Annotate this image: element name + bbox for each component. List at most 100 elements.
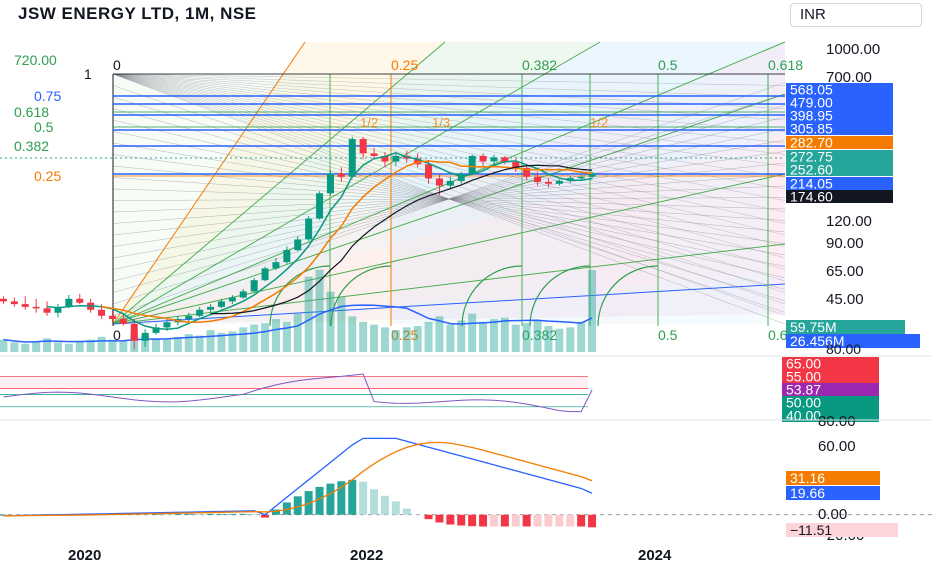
candle-body	[109, 316, 116, 319]
macd-histogram-bar	[468, 515, 476, 526]
candle-body	[163, 322, 170, 327]
volume-bar	[326, 292, 334, 352]
macd-badge-label: −11.51	[790, 522, 832, 538]
macd-histogram-bar	[359, 482, 367, 515]
candle-body	[251, 280, 258, 291]
candle-body	[272, 262, 279, 268]
fib-level-label: 1	[84, 66, 92, 82]
macd-axis-label: 80.00	[818, 413, 856, 430]
currency-label: INR	[800, 6, 826, 23]
macd-histogram-bar	[577, 515, 585, 527]
macd-axis-label: 0.00	[818, 506, 847, 523]
volume-bar	[174, 337, 182, 352]
candle-body	[556, 181, 563, 184]
price-axis-label: 90.00	[826, 235, 864, 252]
candle-body	[371, 153, 378, 156]
volume-bar	[414, 326, 422, 352]
candle-body	[196, 310, 203, 316]
volume-bar	[403, 327, 411, 352]
volume-bar	[337, 297, 345, 352]
volume-bar	[21, 344, 29, 352]
volume-bar	[119, 341, 127, 352]
price-axis-label: 1000.00	[826, 41, 880, 58]
fib-time-label-top: 0.5	[658, 57, 678, 73]
macd-histogram-bar	[250, 514, 258, 515]
fan-label: 1/3	[432, 115, 450, 130]
volume-bar	[54, 342, 62, 352]
rsi-band	[0, 376, 588, 388]
volume-bar	[261, 323, 269, 352]
candle-body	[469, 156, 476, 174]
candle-body	[480, 156, 487, 161]
volume-bar	[250, 325, 258, 352]
fib-time-label-top: 0.618	[768, 57, 803, 73]
volume-bar	[163, 340, 171, 352]
macd-histogram-bar	[501, 515, 509, 527]
macd-badge-label: 31.16	[790, 470, 825, 486]
macd-histogram-bar	[566, 515, 574, 527]
fib-time-label-top: 0.25	[391, 57, 418, 73]
fib-level-label: 0.75	[34, 88, 61, 104]
macd-histogram-bar	[555, 515, 563, 527]
volume-bar	[534, 320, 542, 352]
macd-histogram-bar	[228, 514, 236, 515]
macd-histogram-bar	[239, 514, 247, 515]
candle-body	[131, 324, 138, 341]
candle-body	[392, 156, 399, 161]
macd-histogram-bar	[544, 515, 552, 527]
volume-bar	[348, 316, 356, 352]
candle-body	[327, 174, 334, 194]
macd-histogram-bar	[479, 515, 487, 527]
volume-bar	[0, 340, 7, 352]
macd-histogram-bar	[403, 509, 411, 515]
fib-time-label-top: 0.382	[522, 57, 557, 73]
rsi-axis-label: 80.00	[826, 341, 861, 357]
macd-histogram-bar	[446, 515, 454, 525]
candle-body	[447, 181, 454, 186]
fib-level-label: 0.382	[14, 138, 49, 154]
macd-histogram-bar	[534, 515, 542, 527]
fan-label: 1/2	[590, 115, 608, 130]
macd-histogram-bar	[523, 515, 531, 527]
volume-bar	[65, 344, 73, 352]
fib-level-label: 720.00	[14, 52, 57, 68]
volume-bar	[425, 322, 433, 352]
candle-body	[294, 239, 301, 250]
macd-histogram-bar	[370, 489, 378, 514]
volume-bar	[501, 318, 509, 352]
candle-body	[229, 298, 236, 302]
fib-level-label: 0.25	[34, 168, 61, 184]
volume-bar	[283, 322, 291, 352]
candle-body	[425, 164, 432, 178]
candle-body	[11, 301, 18, 304]
fib-level-label: 0.618	[14, 104, 49, 120]
volume-bar	[272, 319, 280, 352]
macd-histogram-bar	[392, 501, 400, 514]
macd-histogram-bar	[217, 514, 225, 515]
volume-bar	[359, 322, 367, 352]
price-axis-label: 65.00	[826, 263, 864, 280]
candle-body	[207, 307, 214, 310]
volume-bar	[555, 329, 563, 352]
macd-histogram-bar	[381, 496, 389, 515]
volume-bar	[98, 337, 106, 352]
macd-histogram-bar	[185, 514, 193, 515]
rsi-badge-label: 40.00	[786, 408, 821, 424]
macd-histogram-bar	[337, 481, 345, 515]
fan-label: 1/2	[360, 115, 378, 130]
volume-bar	[392, 330, 400, 352]
macd-axis-label: 60.00	[818, 438, 856, 455]
price-badge-label: 174.60	[790, 189, 833, 205]
volume-bar	[523, 323, 531, 352]
candle-body	[316, 193, 323, 218]
volume-bar	[446, 325, 454, 352]
volume-bar	[10, 342, 18, 352]
candle-body	[578, 177, 585, 179]
candle-body	[185, 316, 192, 319]
macd-histogram-bar	[207, 514, 215, 515]
price-axis-label: 45.00	[826, 291, 864, 308]
price-axis-label: 120.00	[826, 213, 872, 230]
macd-histogram-bar	[588, 515, 596, 528]
fib-level-label: 0.5	[34, 119, 54, 135]
